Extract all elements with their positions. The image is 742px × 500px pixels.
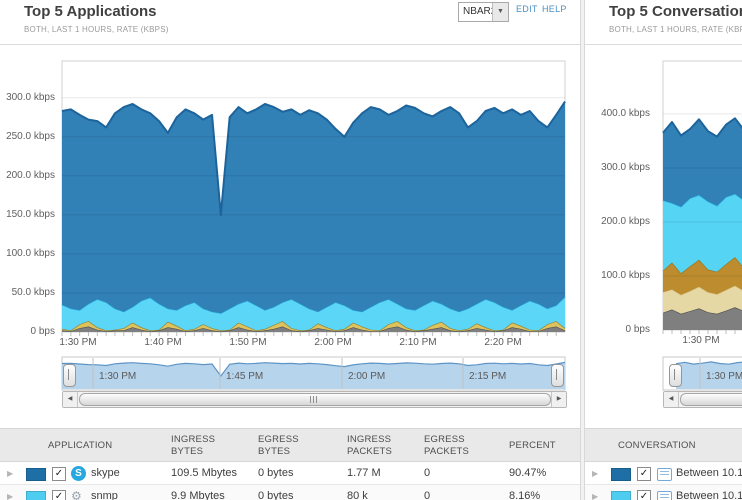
y-axis-label: 0 bps: [625, 324, 650, 335]
egress-bytes-value: 0 bytes: [258, 467, 294, 479]
egress-packets-value: 0: [424, 467, 431, 479]
col-application: APPLICATION: [48, 440, 113, 451]
panel-subtitle: BOTH, LAST 1 HOURS, RATE (KBPS): [24, 25, 169, 34]
ingress-bytes-value: 9.9 Mbytes: [171, 490, 225, 500]
scroll-left-arrow-icon[interactable]: ◀: [63, 392, 78, 407]
percent-value: 8.16%: [509, 490, 541, 500]
ingress-packets-value: 80 k: [347, 490, 368, 500]
expand-arrow-icon[interactable]: ▶: [7, 492, 14, 500]
x-axis-label: 1:30 PM: [59, 337, 97, 348]
y-axis-label: 100.0 kbps: [601, 269, 650, 281]
scrollbar-thumb[interactable]: [680, 393, 742, 406]
ingress-bytes-value: 109.5 Mbytes: [171, 467, 238, 479]
panel-subtitle: BOTH, LAST 1 HOURS, RATE (KBPS): [609, 25, 742, 34]
conversation-name-link[interactable]: Between 10.19: [676, 467, 742, 479]
help-link[interactable]: HELP: [542, 4, 567, 14]
col-egress-packets: EGRESS PACKETS: [424, 434, 470, 457]
conversation-name-link[interactable]: Between 10.19: [676, 490, 742, 500]
col-egress-bytes: EGRESS BYTES: [258, 434, 299, 457]
ingress-packets-value: 1.77 M: [347, 467, 381, 479]
brush-left-handle[interactable]: [669, 364, 682, 387]
edit-link[interactable]: EDIT: [516, 4, 538, 14]
top-applications-panel: Top 5 Applications BOTH, LAST 1 HOURS, R…: [0, 2, 580, 500]
y-axis-label: 300.0 kbps: [6, 91, 55, 103]
conversation-icon: [657, 491, 672, 500]
expand-arrow-icon[interactable]: ▶: [592, 492, 599, 500]
chevron-down-icon[interactable]: ▼: [492, 3, 508, 21]
application-type-select[interactable]: NBAR2 ▼: [458, 2, 509, 22]
series-color-swatch: [611, 491, 631, 500]
egress-packets-value: 0: [424, 490, 431, 500]
panel-title: Top 5 Applications: [24, 3, 157, 20]
chart-scrollbar[interactable]: ◀: [663, 391, 742, 408]
series-color-swatch: [26, 468, 46, 481]
row-checkbox[interactable]: ✓: [637, 490, 651, 500]
applications-table-header: APPLICATION INGRESS BYTES EGRESS BYTES I…: [0, 428, 580, 462]
expand-arrow-icon[interactable]: ▶: [592, 469, 599, 478]
row-checkbox[interactable]: ✓: [52, 490, 66, 500]
select-value: NBAR2: [463, 6, 497, 17]
x-axis-label: 1:50 PM: [229, 337, 267, 348]
header-divider: [0, 44, 580, 45]
scroll-right-arrow-icon[interactable]: ▶: [551, 392, 566, 407]
x-axis-label: 1:30 PM: [682, 335, 720, 346]
gear-icon: ⚙: [71, 489, 82, 500]
brush-time-label: 1:45 PM: [226, 371, 264, 382]
brush-right-handle[interactable]: [551, 364, 564, 387]
col-percent: PERCENT: [509, 440, 556, 451]
series-color-swatch: [611, 468, 631, 481]
row-checkbox[interactable]: ✓: [637, 467, 651, 481]
y-axis-label: 200.0 kbps: [601, 215, 650, 227]
panel-title: Top 5 Conversations: [609, 3, 742, 20]
application-name-link[interactable]: snmp: [91, 490, 118, 500]
x-axis-label: 2:20 PM: [484, 337, 522, 348]
y-axis-label: 400.0 kbps: [601, 107, 650, 119]
x-axis-label: 2:00 PM: [314, 337, 352, 348]
y-axis-label: 100.0 kbps: [6, 247, 55, 259]
col-conversation: CONVERSATION: [618, 440, 696, 451]
table-row-snmp[interactable]: ▶ ✓ ⚙ snmp 9.9 Mbytes 0 bytes 80 k 0 8.1…: [0, 485, 580, 500]
x-axis-label: 1:40 PM: [144, 337, 182, 348]
scrollbar-grip-icon: [310, 396, 320, 403]
percent-value: 90.47%: [509, 467, 547, 479]
col-ingress-bytes: INGRESS BYTES: [171, 434, 216, 457]
panel-divider: [580, 0, 585, 500]
col-ingress-packets: INGRESS PACKETS: [347, 434, 393, 457]
brush-time-label: 1:30 PM: [706, 371, 742, 382]
y-axis-label: 50.0 kbps: [11, 286, 55, 298]
brush-time-label: 2:00 PM: [348, 371, 386, 382]
top-conversations-panel: Top 5 Conversations BOTH, LAST 1 HOURS, …: [585, 0, 742, 500]
skype-icon: S: [71, 466, 86, 481]
table-row-skype[interactable]: ▶ ✓ S skype 109.5 Mbytes 0 bytes 1.77 M …: [0, 462, 580, 485]
application-name-link[interactable]: skype: [91, 467, 120, 479]
conversation-icon: [657, 468, 672, 481]
table-row-conversation[interactable]: ▶ ✓ Between 10.19: [585, 462, 742, 485]
brush-left-handle[interactable]: [63, 364, 76, 387]
brush-time-label: 1:30 PM: [99, 371, 137, 382]
header-divider: [585, 44, 742, 45]
scrollbar-thumb[interactable]: [79, 393, 551, 406]
y-axis-label: 300.0 kbps: [601, 161, 650, 173]
series-color-swatch: [26, 491, 46, 500]
x-axis-label: 2:10 PM: [399, 337, 437, 348]
y-axis-label: 150.0 kbps: [6, 208, 55, 220]
egress-bytes-value: 0 bytes: [258, 490, 294, 500]
expand-arrow-icon[interactable]: ▶: [7, 469, 14, 478]
table-row-conversation[interactable]: ▶ ✓ Between 10.19: [585, 485, 742, 500]
y-axis-label: 200.0 kbps: [6, 169, 55, 181]
brush-time-label: 2:15 PM: [469, 371, 507, 382]
chart-scrollbar[interactable]: ◀ ▶: [62, 391, 567, 408]
scroll-left-arrow-icon[interactable]: ◀: [664, 392, 679, 407]
y-axis-label: 250.0 kbps: [6, 130, 55, 142]
row-checkbox[interactable]: ✓: [52, 467, 66, 481]
conversations-table-header: CONVERSATION: [585, 428, 742, 462]
y-axis-label: 0 bps: [30, 326, 55, 337]
